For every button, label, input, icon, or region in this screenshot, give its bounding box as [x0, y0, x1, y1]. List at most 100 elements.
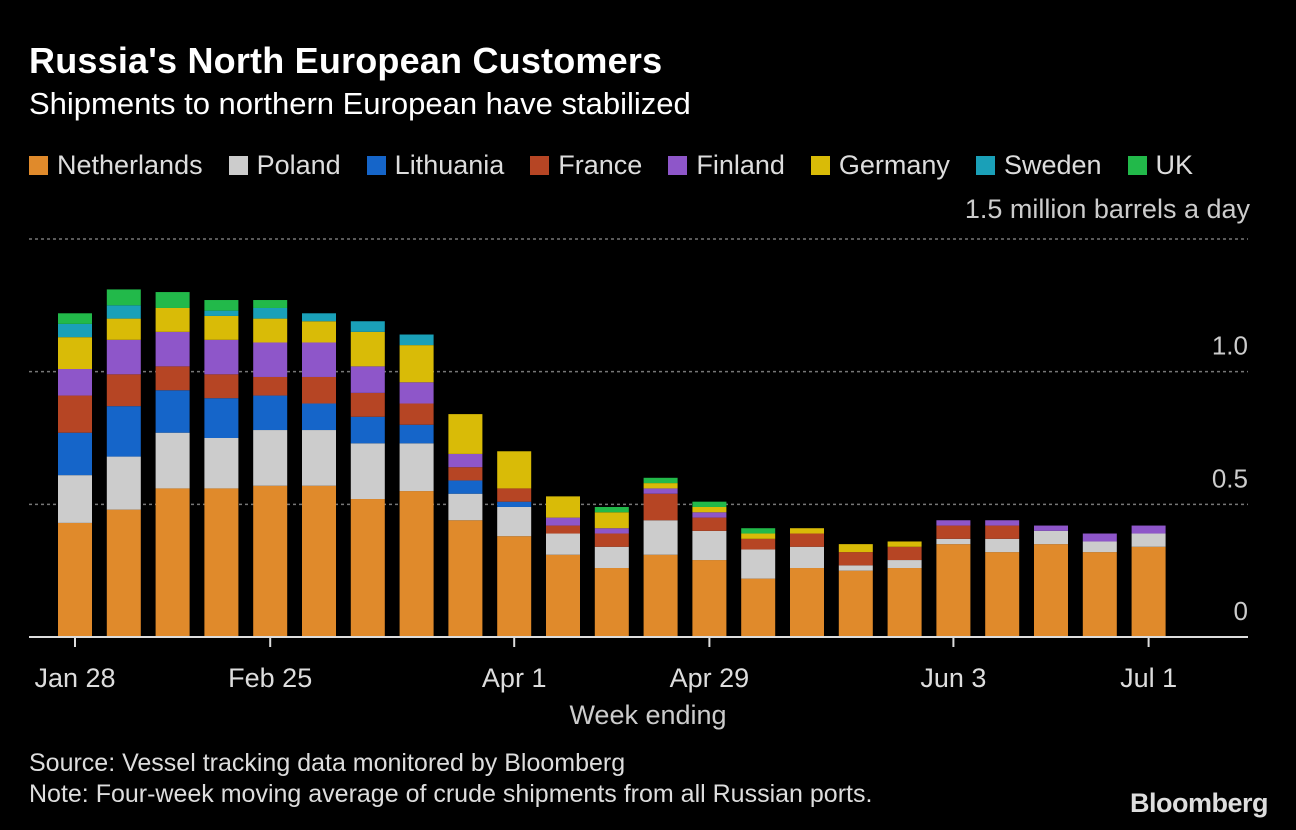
legend-label: Sweden — [1003, 150, 1102, 180]
bar-netherlands — [302, 485, 336, 637]
bar-netherlands — [1034, 544, 1068, 637]
bar-finland — [546, 517, 580, 526]
bar-france — [350, 392, 385, 417]
legend-swatch — [228, 156, 248, 175]
bar-finland — [1082, 533, 1117, 542]
bar-france — [692, 517, 727, 531]
bar-netherlands — [594, 568, 629, 637]
bar-germany — [643, 483, 678, 489]
bar-poland — [350, 443, 385, 500]
bar-sweden — [106, 305, 141, 319]
bar-lithuania — [302, 403, 336, 431]
chart-title: Russia's North European Customers — [29, 40, 663, 81]
bar-netherlands — [1131, 546, 1166, 637]
bar-poland — [741, 549, 776, 579]
bar-finland — [1034, 525, 1068, 531]
bar-netherlands — [448, 520, 483, 637]
source-text: Source: Vessel tracking data monitored b… — [29, 749, 626, 777]
bar-netherlands — [58, 522, 92, 637]
bar-poland — [643, 520, 678, 555]
unit-label: 1.5 million barrels a day — [964, 194, 1250, 224]
x-tick-label: Jan 28 — [34, 663, 115, 693]
bar-germany — [790, 528, 824, 534]
bar-poland — [692, 530, 727, 561]
chart-subtitle: Shipments to northern European have stab… — [29, 86, 691, 121]
bar-uk — [58, 313, 92, 324]
bar-poland — [155, 432, 190, 489]
legend-item-poland: Poland — [228, 150, 341, 181]
bar-lithuania — [204, 398, 239, 438]
bar-netherlands — [985, 552, 1020, 637]
legend-label: Germany — [838, 150, 950, 180]
bar-germany — [887, 541, 922, 547]
bar-poland — [546, 533, 580, 555]
bar-germany — [546, 496, 580, 518]
bar-sweden — [204, 310, 239, 316]
bar-france — [497, 488, 532, 502]
bar-sweden — [253, 307, 288, 319]
bar-poland — [448, 493, 483, 521]
bar-france — [448, 467, 483, 481]
legend-item-germany: Germany — [810, 150, 950, 181]
bar-germany — [253, 318, 288, 343]
bloomberg-logo: Bloomberg — [1129, 788, 1269, 818]
bar-france — [594, 533, 629, 547]
bar-finland — [350, 366, 385, 393]
bar-france — [204, 374, 239, 399]
bar-poland — [106, 456, 141, 510]
x-tick-label: Apr 29 — [670, 663, 750, 693]
bar-netherlands — [399, 491, 434, 637]
legend-item-netherlands: Netherlands — [29, 150, 203, 181]
bar-netherlands — [350, 499, 385, 637]
bar-poland — [594, 546, 629, 569]
bar-finland — [106, 339, 141, 375]
legend-label: Netherlands — [57, 150, 203, 180]
bar-netherlands — [790, 568, 824, 637]
bar-finland — [204, 339, 239, 375]
bar-netherlands — [643, 554, 678, 637]
bar-finland — [936, 520, 971, 526]
y-tick-label: 0 — [1234, 596, 1248, 626]
bar-france — [302, 376, 336, 404]
bar-poland — [399, 443, 434, 492]
legend-swatch — [810, 156, 830, 175]
bar-netherlands — [887, 568, 922, 637]
bar-netherlands — [838, 570, 873, 637]
bar-france — [643, 493, 678, 521]
bar-poland — [253, 430, 288, 486]
bar-poland — [302, 430, 336, 486]
legend-item-france: France — [530, 150, 642, 181]
bar-sweden — [58, 323, 92, 338]
bar-netherlands — [936, 544, 971, 637]
legend-label: UK — [1155, 150, 1194, 180]
bar-germany — [302, 321, 336, 343]
legend-label: France — [558, 150, 643, 180]
legend-item-sweden: Sweden — [975, 150, 1102, 181]
bar-finland — [985, 520, 1020, 526]
bar-finland — [58, 369, 92, 396]
legend-swatch — [530, 156, 550, 175]
bar-poland — [58, 475, 92, 523]
bar-germany — [448, 414, 483, 454]
bar-france — [838, 552, 873, 566]
bar-france — [58, 395, 92, 433]
bar-lithuania — [497, 501, 532, 507]
bar-germany — [741, 533, 776, 539]
bar-finland — [594, 528, 629, 534]
legend-swatch — [366, 156, 386, 175]
bar-uk — [643, 477, 678, 484]
bar-france — [155, 366, 190, 391]
bar-france — [399, 403, 434, 425]
bar-netherlands — [741, 578, 776, 637]
bar-poland — [887, 560, 922, 569]
bar-netherlands — [253, 485, 288, 637]
bar-finland — [399, 382, 434, 404]
note-text: Note: Four-week moving average of crude … — [29, 780, 873, 808]
bar-germany — [204, 315, 239, 340]
bar-lithuania — [350, 416, 385, 444]
bar-france — [985, 525, 1020, 539]
bar-poland — [790, 546, 824, 569]
bar-sweden — [350, 321, 385, 332]
bar-germany — [399, 345, 434, 383]
